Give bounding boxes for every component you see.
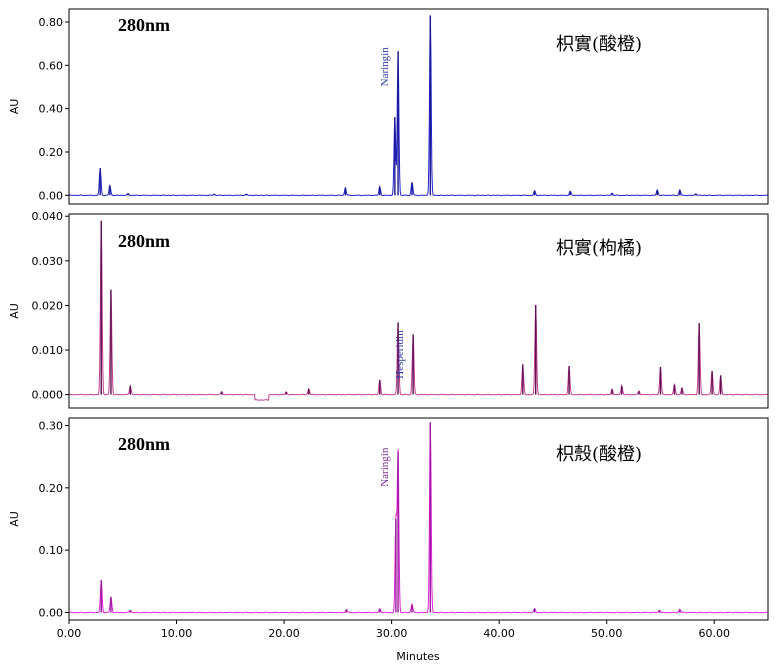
x-tick-label: 30.00 [376, 627, 408, 640]
y-tick-label: 0.030 [32, 255, 64, 268]
chromatogram-trace [69, 422, 768, 614]
sample-label: 枳實(酸橙) [556, 34, 642, 55]
y-tick-label: 0.020 [32, 299, 64, 312]
y-tick-label: 0.00 [39, 607, 64, 620]
chromatogram-panel-2: 0.000 0.010 0.020 0.030 0.040 AU Hesperidin 280… [8, 210, 769, 409]
y-axis-label: AU [8, 99, 21, 115]
y-axis-label: AU [8, 511, 21, 527]
x-axis: 0.00 10.00 20.00 30.00 40.00 50.00 60.00 [57, 620, 730, 640]
x-axis-label: Minutes [396, 650, 440, 663]
x-tick-label: 0.00 [57, 627, 82, 640]
wavelength-label: 280nm [118, 434, 170, 454]
y-tick-label: 0.20 [39, 482, 64, 495]
plot-frame [68, 8, 769, 205]
x-tick-label: 10.00 [161, 627, 193, 640]
y-tick-label: 0.040 [32, 210, 64, 223]
y-tick-label: 0.00 [39, 189, 64, 202]
y-tick-label: 0.010 [32, 344, 64, 357]
y-tick-label: 0.30 [39, 419, 64, 432]
y-tick-label: 0.80 [39, 16, 64, 29]
chromatogram-trace [69, 15, 768, 197]
y-tick-label: 0.10 [39, 544, 64, 557]
plot-frame [68, 213, 769, 409]
peak-annotation: Hesperidin [394, 330, 406, 379]
chromatogram-panel-1: 0.00 0.20 0.40 0.60 0.80 AU Naringin 280nm 枳實(酸橙… [8, 8, 769, 205]
peak-annotation: Naringin [379, 47, 391, 87]
x-tick-label: 50.00 [591, 627, 623, 640]
x-tick-label: 20.00 [268, 627, 300, 640]
y-tick-label: 0.20 [39, 146, 64, 159]
y-tick-label: 0.40 [39, 103, 64, 116]
y-axis-label: AU [8, 303, 21, 319]
y-tick-label: 0.000 [32, 389, 64, 402]
plot-frame [68, 417, 769, 621]
peak-annotation: Naringin [379, 447, 391, 487]
wavelength-label: 280nm [118, 231, 170, 251]
sample-label: 枳實(枸橘) [556, 238, 642, 259]
wavelength-label: 280nm [118, 15, 170, 35]
sample-label: 枳殼(酸橙) [556, 444, 642, 465]
chromatogram-panel-3: 0.00 0.10 0.20 0.30 AU Naringin 280nm 枳殼(酸橙) [8, 417, 769, 621]
chromatogram-trace [69, 220, 768, 401]
y-tick-label: 0.60 [39, 59, 64, 72]
x-tick-label: 40.00 [483, 627, 515, 640]
x-tick-label: 60.00 [698, 627, 730, 640]
